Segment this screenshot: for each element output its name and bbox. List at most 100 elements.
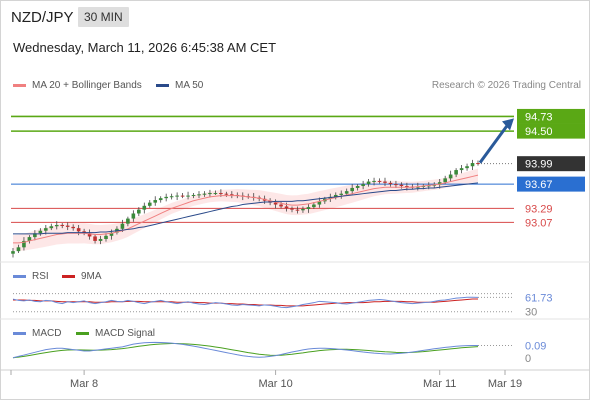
candle-body <box>333 194 338 197</box>
legend-rsi9-label: 9MA <box>81 271 102 282</box>
legend-macd: MACD <box>13 328 61 339</box>
rsi9-swatch <box>62 275 75 278</box>
candle-body <box>476 163 480 165</box>
x-tick-label: Mar 11 <box>423 378 456 390</box>
candle-body <box>191 194 196 196</box>
candle-body <box>208 193 212 195</box>
candle-body <box>180 195 185 197</box>
rsi-line <box>12 296 479 309</box>
candle-body <box>126 218 130 224</box>
candle-body <box>383 181 387 183</box>
candle-body <box>147 202 152 206</box>
candle-body <box>54 224 59 227</box>
candle-body <box>16 247 21 252</box>
legend-rsi9: 9MA <box>62 271 102 282</box>
candle-body <box>361 184 365 187</box>
legend-rsi: RSI <box>13 271 49 282</box>
candle-body <box>317 201 322 205</box>
candle-body <box>372 180 376 182</box>
level-tag-93.99 <box>517 156 585 172</box>
level-label-93.99: 93.99 <box>525 159 553 171</box>
candle-body <box>153 200 158 203</box>
candle-body <box>388 182 393 185</box>
macd-swatch <box>13 332 26 335</box>
candle-body <box>60 224 65 226</box>
candle-body <box>109 232 114 236</box>
candle-body <box>49 226 54 229</box>
candle-body <box>366 181 371 185</box>
candle-body <box>27 237 32 241</box>
forecast-arrowhead <box>502 118 514 131</box>
x-tick-label: Mar 8 <box>70 378 98 390</box>
candle-body <box>230 194 234 196</box>
candle-body <box>301 209 305 211</box>
candle-body <box>71 226 75 229</box>
candle-body <box>394 184 398 186</box>
rsi-last-label: 61.73 <box>525 292 553 304</box>
candle-body <box>355 186 360 188</box>
candle-body <box>295 209 300 211</box>
legend-macd-label: MACD <box>32 328 62 339</box>
candle-body <box>454 170 458 175</box>
candle-body <box>273 202 278 205</box>
candle-body <box>186 195 190 197</box>
ma50-swatch <box>156 84 169 87</box>
forecast-arrow <box>478 123 510 164</box>
level-tag-94.50 <box>517 123 585 139</box>
candle-body <box>65 225 70 227</box>
macd-signal-line <box>12 343 479 359</box>
candle-body <box>76 228 81 232</box>
candle-body <box>213 193 218 195</box>
legend-macd-signal-label: MACD Signal <box>95 328 156 339</box>
candle-body <box>120 223 125 229</box>
candle-body <box>219 193 223 195</box>
level-label-94.73: 94.73 <box>525 111 553 123</box>
interval-badge[interactable]: 30 MIN <box>78 7 129 27</box>
candle-body <box>459 168 464 171</box>
legend-ma50-label: MA 50 <box>175 80 204 91</box>
legend-ma20: MA 20 + Bollinger Bands <box>13 80 142 91</box>
candle-body <box>164 196 168 199</box>
bollinger-band-area <box>13 168 478 251</box>
level-tag-94.73 <box>517 108 585 124</box>
rsi-tick-30: 30 <box>525 307 537 319</box>
level-label-93.29: 93.29 <box>525 203 553 215</box>
candle-body <box>197 194 201 196</box>
ma20-line <box>13 174 479 244</box>
candle-body <box>279 204 283 207</box>
candle-body <box>470 163 475 167</box>
macd-signal-swatch <box>76 332 89 335</box>
legend-macd-signal: MACD Signal <box>76 328 155 339</box>
candle-body <box>33 233 37 238</box>
candle-body <box>224 193 229 195</box>
candle-body <box>38 230 43 234</box>
candle-body <box>312 204 316 208</box>
candle-body <box>437 182 442 185</box>
candle-body <box>202 193 207 195</box>
candle-body <box>465 166 469 169</box>
datetime-label: Wednesday, March 11, 2026 6:45:38 AM CET <box>13 40 277 55</box>
candle-body <box>306 207 311 210</box>
candle-body <box>284 206 289 209</box>
candle-body <box>339 193 344 195</box>
candle-body <box>175 195 179 197</box>
candle-body <box>44 228 48 231</box>
rsi-swatch <box>13 275 26 278</box>
x-tick-label: Mar 19 <box>488 378 522 390</box>
legend-rsi-label: RSI <box>32 271 49 282</box>
macd-tick-0: 0 <box>525 353 531 365</box>
candle-body <box>104 235 108 240</box>
level-tag-93.67 <box>517 176 585 192</box>
candle-body <box>137 209 141 214</box>
candle-body <box>142 205 147 210</box>
candle-body <box>131 213 136 219</box>
candle-body <box>87 233 92 237</box>
candle-body <box>443 178 447 183</box>
candle-body <box>290 208 294 210</box>
candle-body <box>158 198 163 201</box>
candle-body <box>93 236 97 241</box>
level-label-94.50: 94.50 <box>525 126 553 138</box>
candle-body <box>169 196 174 198</box>
legend-ma20-label: MA 20 + Bollinger Bands <box>32 80 142 91</box>
